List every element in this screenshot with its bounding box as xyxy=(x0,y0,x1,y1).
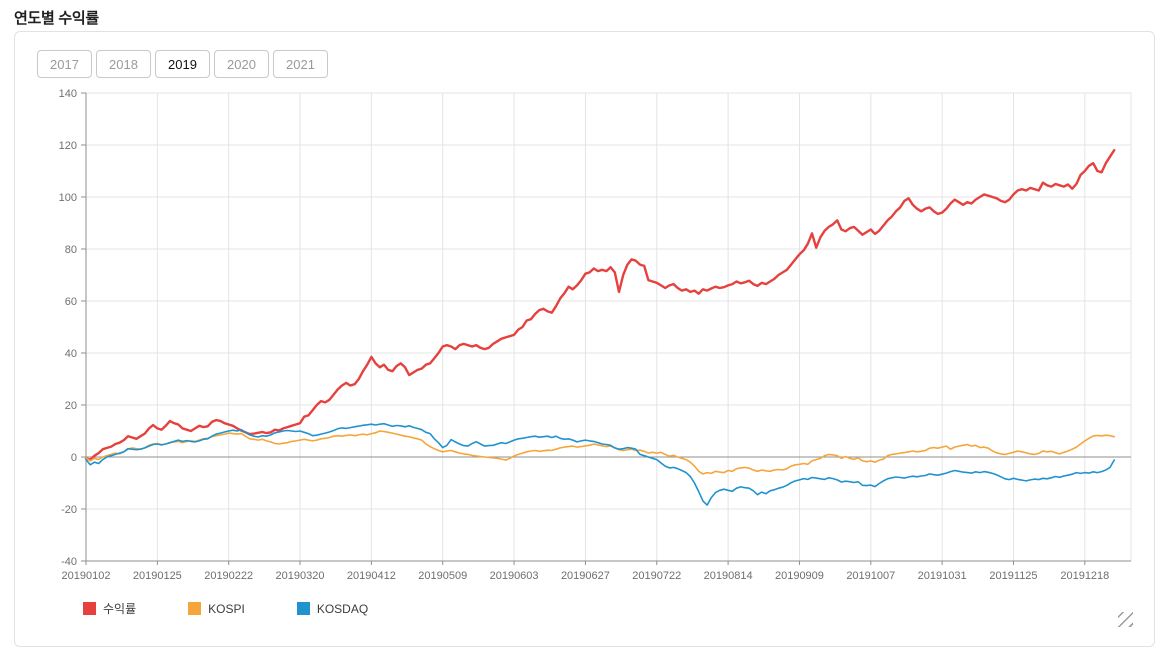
legend-item-returns[interactable]: 수익률 xyxy=(83,600,136,617)
y-tick-label: 120 xyxy=(59,140,77,152)
y-tick-label: 80 xyxy=(65,244,77,256)
legend-swatch-kospi xyxy=(188,602,202,615)
legend-item-kosdaq[interactable]: KOSDAQ xyxy=(296,601,369,616)
legend-item-kospi[interactable]: KOSPI xyxy=(188,602,245,616)
y-tick-label: 0 xyxy=(71,452,77,464)
resize-handle-icon[interactable] xyxy=(1118,612,1133,627)
x-tick-label: 20190320 xyxy=(276,570,325,582)
y-tick-label: 140 xyxy=(59,88,77,100)
x-tick-label: 20191125 xyxy=(989,570,1037,582)
legend-label-kospi: KOSPI xyxy=(208,601,245,616)
x-tick-label: 20191007 xyxy=(846,570,895,582)
legend-swatch-returns xyxy=(83,602,96,615)
legend-label-kosdaq: KOSDAQ xyxy=(316,601,369,616)
legend-label-returns: 수익률 xyxy=(103,602,137,616)
y-tick-label: 100 xyxy=(59,192,77,204)
x-tick-label: 20191218 xyxy=(1060,570,1109,582)
x-tick-label: 20190722 xyxy=(632,570,681,582)
x-tick-label: 20190627 xyxy=(561,570,610,582)
x-tick-label: 20190509 xyxy=(418,570,467,582)
chart-svg: 140 120 100 80 60 40 20 0 -20 -40 20190102 20190125… xyxy=(59,88,1132,582)
chart-legend: 수익률 KOSPI KOSDAQ xyxy=(83,600,420,617)
y-tick-label: -20 xyxy=(61,504,77,516)
x-tick-label: 20190102 xyxy=(62,570,111,582)
year-tab-2020[interactable]: 2020 xyxy=(214,50,269,78)
y-tick-label: 20 xyxy=(65,400,77,412)
y-tick-label: 60 xyxy=(65,296,77,308)
year-tab-2019[interactable]: 2019 xyxy=(155,50,210,78)
series-line-kosdaq xyxy=(85,422,1115,506)
x-tick-label: 20190909 xyxy=(775,570,824,582)
year-tab-2021[interactable]: 2021 xyxy=(273,50,328,78)
series-line-kospi xyxy=(85,430,1115,475)
x-tick-label: 20190125 xyxy=(133,570,182,582)
x-tick-label: 20190603 xyxy=(490,570,539,582)
x-tick-label: 20190222 xyxy=(204,570,253,582)
x-tick-label: 20190412 xyxy=(347,570,396,582)
x-tick-label: 20190814 xyxy=(704,570,753,582)
year-tab-2017[interactable]: 2017 xyxy=(37,50,92,78)
year-tab-2018[interactable]: 2018 xyxy=(96,50,151,78)
page-title: 연도별 수익률 xyxy=(14,10,99,27)
year-tabs: 2017 2018 2019 2020 2021 xyxy=(37,50,328,78)
chart-card: 2017 2018 2019 2020 2021 140 120 100 80 60 40 20 0 -… xyxy=(14,31,1155,647)
x-tick-label: 20191031 xyxy=(918,570,967,582)
y-tick-label: 40 xyxy=(65,348,77,360)
series-line-returns xyxy=(84,148,1116,461)
y-tick-label: -40 xyxy=(61,556,77,568)
legend-swatch-kosdaq xyxy=(296,602,310,615)
